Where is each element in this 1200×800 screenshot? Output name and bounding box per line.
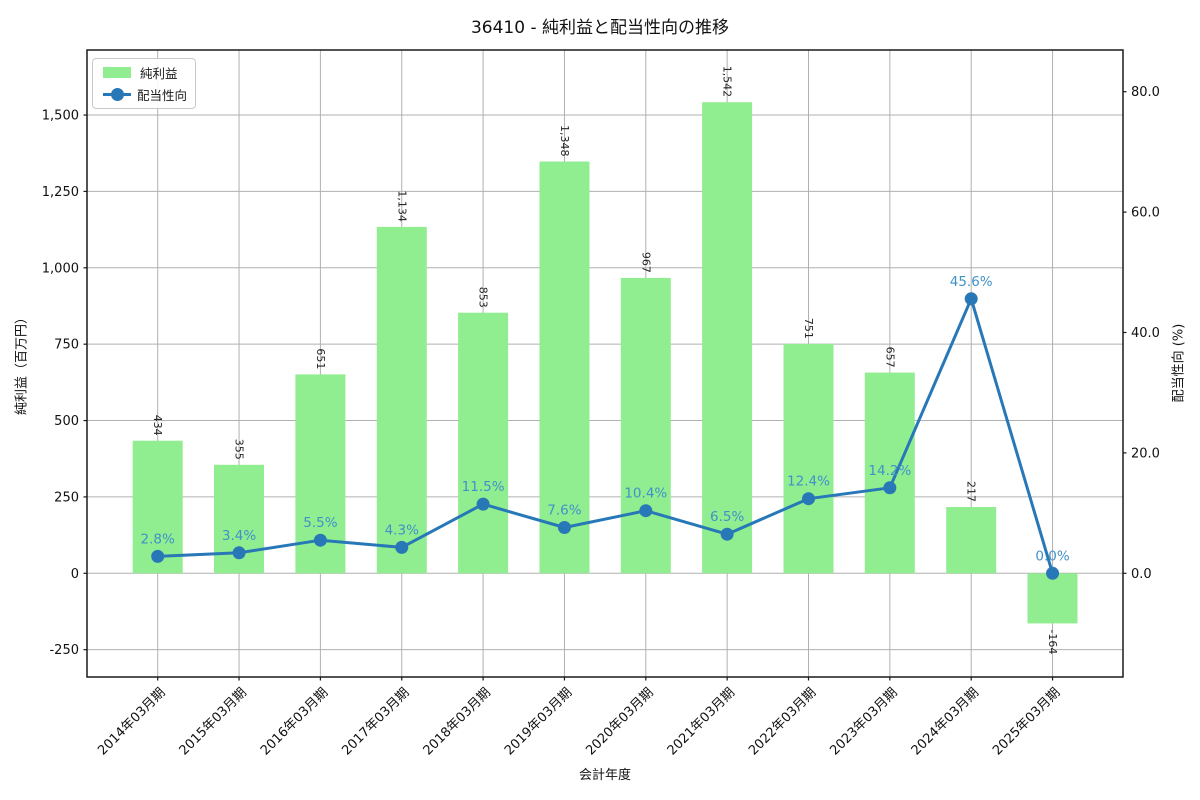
line-marker-4 [476, 497, 490, 511]
x-tick-label-3: 2017年03月期 [339, 685, 412, 758]
bar-9 [864, 372, 915, 574]
legend-line-label: 配当性向 [136, 88, 187, 103]
legend-line-swatch-icon [103, 88, 131, 101]
bar-value-label-0: 434 [151, 415, 164, 436]
bar-3 [376, 226, 427, 574]
bar-value-label-1: 355 [233, 439, 246, 460]
x-tick-label-4: 2018年03月期 [421, 685, 494, 758]
legend: 純利益 配当性向 [92, 58, 196, 109]
left-tick-label-3: 500 [54, 414, 79, 429]
bar-value-label-10: 217 [965, 481, 978, 502]
legend-bar-label: 純利益 [140, 66, 178, 81]
legend-bar-swatch-icon [103, 67, 131, 78]
left-tick-label-1: 0 [71, 567, 79, 582]
x-tick-label-1: 2015年03月期 [177, 685, 250, 758]
percent-label-9: 14.2% [868, 463, 911, 479]
bar-6 [620, 277, 671, 574]
line-marker-2 [313, 533, 327, 547]
x-tick-label-8: 2022年03月期 [746, 685, 819, 758]
percent-label-8: 12.4% [787, 474, 830, 490]
x-tick-label-10: 2024年03月期 [909, 685, 982, 758]
percent-label-1: 3.4% [222, 528, 256, 544]
percent-label-11: 0.0% [1035, 548, 1069, 564]
x-axis-label: 会計年度 [578, 768, 632, 783]
percent-label-4: 11.5% [462, 479, 505, 495]
x-tick-label-9: 2023年03月期 [827, 685, 900, 758]
bar-value-label-6: 967 [639, 252, 652, 273]
bar-value-label-11: -164 [1046, 629, 1059, 654]
line-marker-0 [151, 549, 165, 563]
percent-label-10: 45.6% [950, 274, 993, 290]
line-marker-5 [557, 521, 571, 534]
line-marker-7 [720, 527, 734, 541]
y-axis-label-left: 純利益（百万円） [14, 310, 30, 416]
bar-value-label-7: 1,542 [721, 66, 734, 98]
x-tick-label-7: 2021年03月期 [665, 685, 738, 758]
bar-value-label-9: 657 [883, 347, 896, 368]
right-tick-label-2: 40.0 [1131, 326, 1160, 341]
x-tick-label-6: 2020年03月期 [583, 685, 656, 758]
x-tick-label-5: 2019年03月期 [502, 685, 575, 758]
line-marker-3 [395, 540, 409, 554]
percent-label-6: 10.4% [624, 486, 667, 502]
x-tick-label-2: 2016年03月期 [258, 685, 331, 758]
percent-label-7: 6.5% [710, 509, 744, 525]
bar-value-label-4: 853 [477, 287, 490, 308]
x-tick-label-0: 2014年03月期 [95, 685, 168, 758]
payout-ratio-line [156, 297, 1055, 575]
percent-label-3: 4.3% [385, 522, 419, 538]
bar-value-label-2: 651 [314, 348, 327, 369]
bar-4 [458, 312, 509, 574]
legend-item-net-profit: 純利益 [103, 64, 187, 81]
percent-label-0: 2.8% [141, 531, 175, 547]
bar-5 [539, 161, 590, 574]
line-marker-6 [639, 504, 653, 518]
right-tick-label-1: 20.0 [1131, 446, 1160, 461]
left-tick-label-2: 250 [54, 490, 79, 505]
right-tick-label-3: 60.0 [1131, 206, 1160, 221]
percent-label-2: 5.5% [303, 515, 337, 531]
bar-8 [783, 343, 834, 574]
line-marker-11 [1046, 566, 1060, 580]
line-marker-1 [232, 546, 246, 560]
bar-value-label-5: 1,348 [558, 125, 571, 157]
left-tick-label-6: 1,250 [42, 185, 79, 200]
x-tick-label-11: 2025年03月期 [990, 685, 1063, 758]
percent-label-5: 7.6% [547, 503, 581, 519]
left-tick-label-5: 1,000 [42, 261, 79, 276]
right-tick-label-4: 80.0 [1131, 85, 1160, 100]
plot-border [86, 49, 1124, 678]
bar-11 [1027, 573, 1078, 624]
gridlines [87, 50, 1123, 677]
bar-value-label-3: 1,134 [395, 190, 408, 222]
line-marker-10 [964, 292, 978, 306]
right-tick-label-0: 0.0 [1131, 567, 1152, 582]
bar-value-label-8: 751 [802, 318, 815, 339]
left-tick-label-4: 750 [54, 338, 79, 353]
line-marker-8 [802, 492, 815, 506]
bar-series: 434 355 651 1,134 853 1,348 967 1,542 751 657 217 -… [132, 66, 1078, 654]
legend-item-payout-ratio: 配当性向 [103, 86, 187, 103]
bar-10 [946, 507, 997, 574]
y-axis-label-right: 配当性向 (%) [1171, 323, 1187, 403]
bar-7 [702, 102, 753, 574]
left-tick-label-7: 1,500 [42, 109, 79, 124]
left-tick-label-0: -250 [49, 643, 79, 658]
line-marker-9 [883, 481, 897, 495]
chart-title: 36410 - 純利益と配当性向の推移 [470, 18, 730, 38]
